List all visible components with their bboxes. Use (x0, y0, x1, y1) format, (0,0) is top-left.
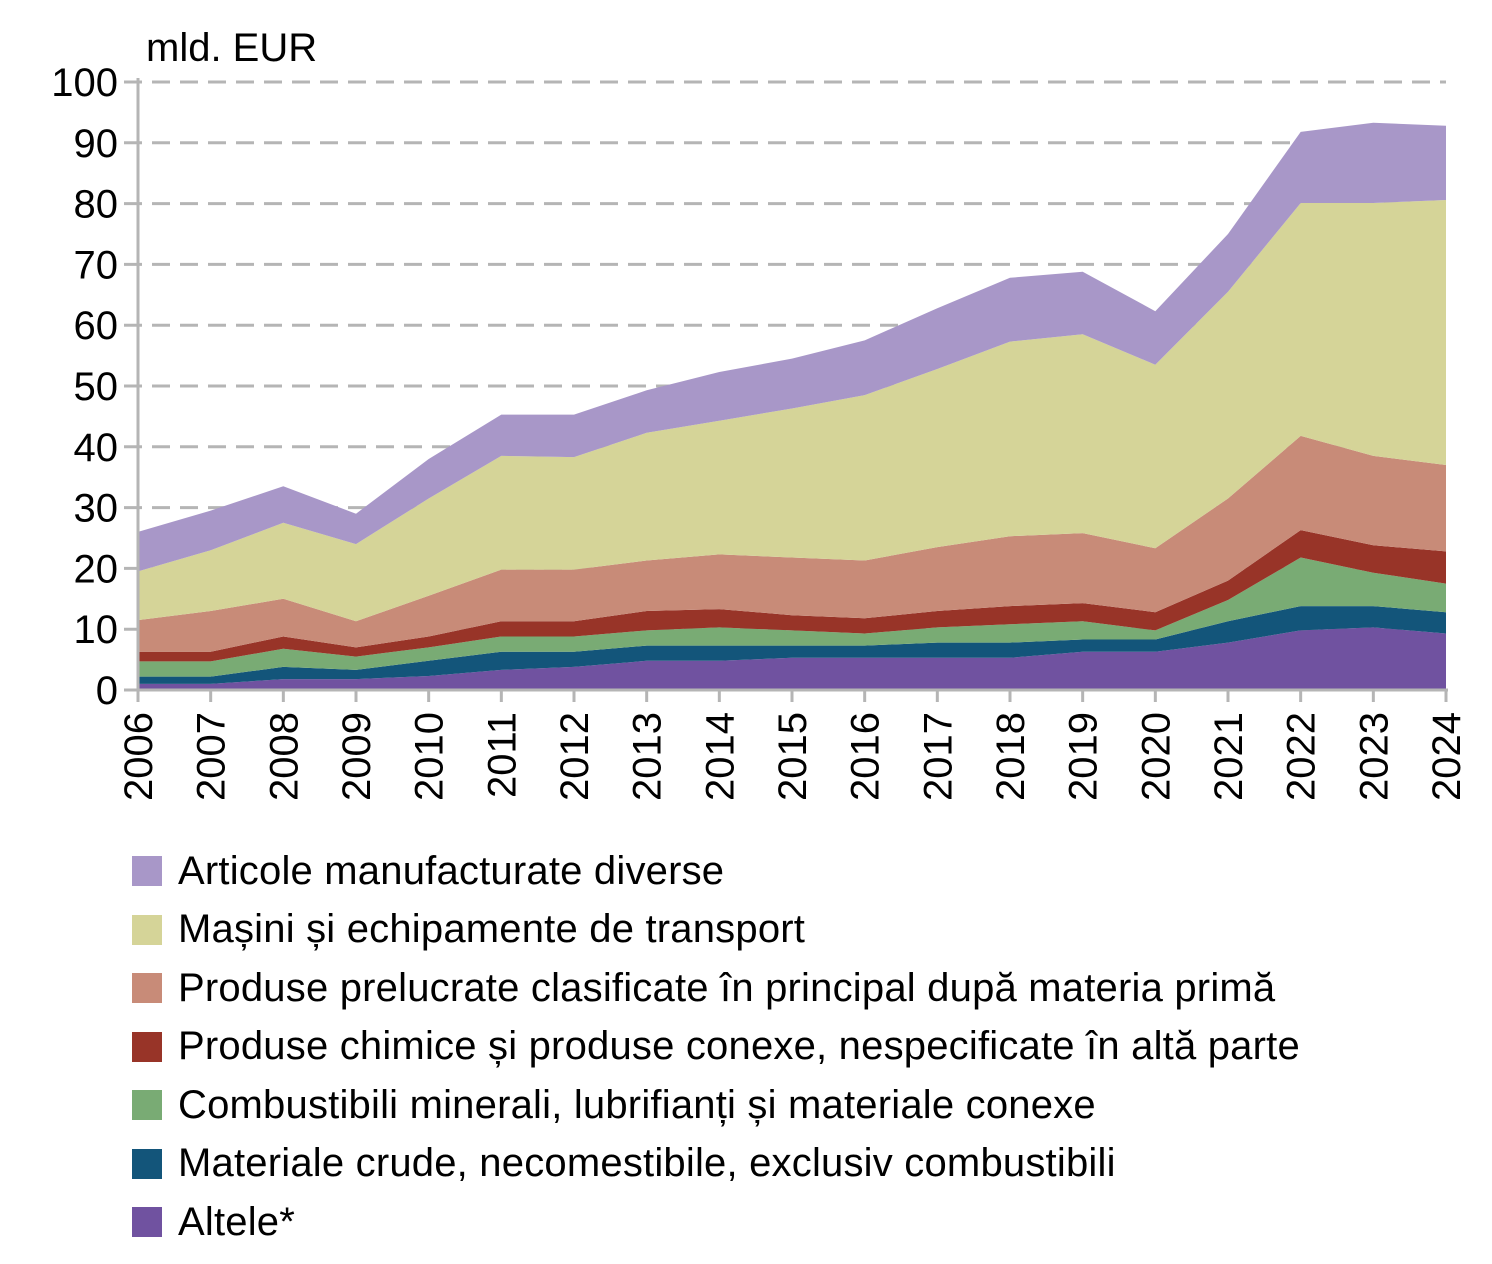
legend: Articole manufacturate diverse Mașini și … (132, 842, 1300, 1252)
legend-swatch (132, 914, 162, 945)
y-tick-label: 30 (74, 487, 119, 531)
area-series (138, 122, 1446, 690)
y-tick-label: 50 (74, 365, 119, 409)
x-tick-label: 2019 (1062, 712, 1106, 801)
area-series-6 (138, 122, 1446, 572)
area-series-5 (138, 200, 1446, 622)
y-tick-label: 80 (74, 183, 119, 227)
x-tick-labels: 2006 2007 2008 2009 2010 2011 2012 2013 2014 2015… (117, 712, 1469, 801)
x-tick-label: 2021 (1207, 712, 1251, 801)
legend-label: Produse prelucrate clasificate în princi… (178, 965, 1276, 1010)
x-tick-label: 2011 (480, 712, 524, 798)
legend-item: Altele* (132, 1193, 1300, 1252)
legend-item: Produse prelucrate clasificate în princi… (132, 959, 1300, 1018)
legend-swatch (132, 1031, 162, 1062)
x-tick-label: 2008 (262, 712, 306, 801)
x-tick-label: 2017 (916, 712, 960, 801)
x-tick-label: 2023 (1352, 712, 1396, 801)
y-tick-label: 60 (74, 304, 119, 348)
y-tick-label: 40 (74, 426, 119, 470)
legend-label: Altele* (178, 1199, 296, 1244)
area-series-1 (138, 606, 1446, 684)
axes (124, 78, 1448, 702)
legend-label: Articole manufacturate diverse (178, 848, 725, 893)
legend-swatch (132, 973, 162, 1004)
x-tick-label: 2018 (989, 712, 1033, 801)
legend-label: Mașini și echipamente de transport (178, 907, 806, 952)
legend-label: Combustibili minerali, lubrifianți și ma… (178, 1082, 1096, 1127)
y-tick-label: 20 (74, 547, 119, 591)
y-axis-unit-label: mld. EUR (146, 26, 318, 70)
y-tick-label: 10 (74, 608, 119, 652)
y-tick-label: 90 (74, 122, 119, 166)
y-tick-labels: 0 10 20 30 40 50 60 70 80 90 100 (51, 61, 118, 713)
legend-swatch (132, 1148, 162, 1179)
x-tick-label: 2014 (698, 712, 742, 801)
y-tick-label: 100 (51, 61, 118, 105)
y-tick-label: 70 (74, 243, 119, 287)
x-tick-label: 2016 (844, 712, 888, 801)
legend-label: Materiale crude, necomestibile, exclusiv… (178, 1141, 1116, 1186)
legend-label: Produse chimice și produse conexe, nespe… (178, 1024, 1300, 1069)
legend-item: Articole manufacturate diverse (132, 842, 1300, 901)
x-tick-label: 2010 (408, 712, 452, 801)
x-tick-label: 2020 (1134, 712, 1178, 801)
legend-item: Mașini și echipamente de transport (132, 901, 1300, 960)
area-series-4 (138, 435, 1446, 652)
legend-item: Materiale crude, necomestibile, exclusiv… (132, 1135, 1300, 1194)
area-series-0 (138, 627, 1446, 690)
legend-item: Produse chimice și produse conexe, nespe… (132, 1018, 1300, 1077)
x-tick-label: 2024 (1425, 712, 1469, 801)
x-tick-label: 2006 (117, 712, 161, 801)
legend-swatch (132, 1207, 162, 1238)
area-series-2 (138, 557, 1446, 677)
area-series-3 (138, 530, 1446, 662)
x-tick-label: 2007 (190, 712, 234, 801)
x-tick-label: 2015 (771, 712, 815, 801)
x-tick-label: 2009 (335, 712, 379, 801)
x-tick-label: 2022 (1280, 712, 1324, 801)
x-tick-label: 2012 (553, 712, 597, 801)
y-tick-label: 0 (96, 669, 118, 713)
legend-item: Combustibili minerali, lubrifianți și ma… (132, 1076, 1300, 1135)
legend-swatch (132, 1090, 162, 1121)
x-tick-label: 2013 (626, 712, 670, 801)
legend-swatch (132, 856, 162, 887)
